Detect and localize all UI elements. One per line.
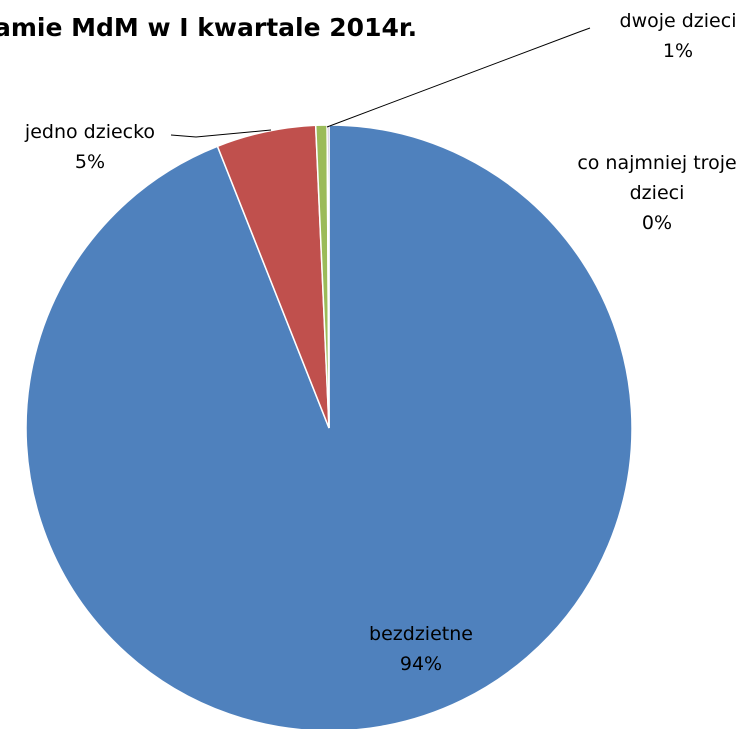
leader-line-dwoje-dzieci <box>327 28 590 127</box>
leader-lines <box>171 28 590 137</box>
label-percent: 1% <box>663 40 693 62</box>
label-percent: 5% <box>75 151 105 173</box>
pie-slices <box>26 125 632 729</box>
label-name: bezdzietne <box>369 623 473 645</box>
label-percent: 94% <box>400 653 442 675</box>
label-name: dwoje dzieci <box>620 10 737 32</box>
label-dwoje-dzieci: dwoje dzieci 1% <box>620 10 737 62</box>
label-name: co najmniej troje <box>577 152 736 174</box>
label-name: jedno dziecko <box>24 121 155 143</box>
label-percent: 0% <box>642 212 672 234</box>
label-co-najmniej-troje-dzieci: co najmniej troje dzieci 0% <box>577 152 736 234</box>
label-name: dzieci <box>630 182 685 204</box>
label-jedno-dziecko: jedno dziecko 5% <box>24 121 155 173</box>
chart-title: amie MdM w I kwartale 2014r. <box>0 13 417 42</box>
